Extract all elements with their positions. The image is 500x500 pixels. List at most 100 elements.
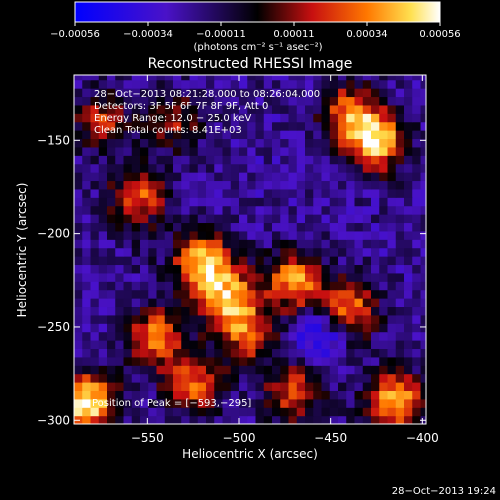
heatmap-cell (338, 205, 347, 215)
heatmap-cell (313, 281, 323, 291)
heatmap-cell (148, 113, 158, 123)
heatmap-cell (387, 373, 397, 383)
heatmap-cell (305, 113, 314, 123)
heatmap-cell (247, 314, 257, 324)
heatmap-cell (131, 365, 141, 375)
heatmap-cell (354, 230, 364, 240)
heatmap-cell (74, 356, 83, 366)
heatmap-cell (131, 289, 141, 299)
heatmap-cell (131, 163, 141, 173)
heatmap-cell (362, 272, 372, 282)
heatmap-cell (371, 163, 380, 173)
heatmap-cell (156, 340, 166, 350)
heatmap-cell (123, 272, 133, 282)
heatmap-cell (313, 88, 323, 98)
heatmap-cell (420, 398, 426, 408)
heatmap-cell (362, 172, 372, 182)
heatmap-cell (90, 113, 100, 123)
heatmap-cell (230, 331, 240, 341)
heatmap-cell (189, 180, 199, 190)
heatmap-cell (412, 180, 422, 190)
heatmap-cell (354, 340, 364, 350)
heatmap-cell (82, 104, 92, 114)
heatmap-cell (420, 373, 426, 383)
heatmap-cell (74, 398, 83, 408)
heatmap-cell (321, 230, 331, 240)
heatmap-cell (272, 121, 281, 131)
heatmap-cell (173, 398, 182, 408)
heatmap-cell (148, 180, 158, 190)
heatmap-cell (239, 348, 248, 358)
heatmap-cell (140, 247, 149, 257)
heatmap-cell (173, 121, 182, 131)
heatmap-cell (313, 155, 323, 165)
heatmap-cell (156, 130, 166, 140)
heatmap-cell (197, 172, 207, 182)
heatmap-cell (189, 306, 199, 316)
heatmap-cell (338, 188, 347, 198)
heatmap-cell (280, 180, 290, 190)
heatmap-cell (115, 298, 125, 308)
heatmap-cell (263, 356, 273, 366)
heatmap-cell (98, 197, 108, 207)
heatmap-cell (354, 214, 364, 224)
heatmap-cell (346, 331, 356, 341)
heatmap-cell (148, 88, 158, 98)
heatmap-cell (222, 272, 232, 282)
heatmap-cell (239, 197, 248, 207)
heatmap-cell (404, 340, 413, 350)
heatmap-cell (404, 96, 413, 106)
heatmap-cell (107, 146, 116, 156)
heatmap-cell (371, 323, 380, 333)
heatmap-cell (230, 323, 240, 333)
heatmap-cell (131, 188, 141, 198)
heatmap-cell (288, 331, 298, 341)
heatmap-cell (197, 239, 207, 249)
heatmap-cell (131, 172, 141, 182)
heatmap-cell (131, 230, 141, 240)
heatmap-cell (148, 390, 158, 400)
heatmap-cell (288, 247, 298, 257)
heatmap-cell (82, 356, 92, 366)
heatmap-cell (379, 281, 389, 291)
heatmap-cell (181, 348, 191, 358)
heatmap-cell (272, 88, 281, 98)
heatmap-cell (90, 155, 100, 165)
heatmap-cell (148, 130, 158, 140)
heatmap-cell (230, 104, 240, 114)
heatmap-cell (354, 314, 364, 324)
heatmap-cell (305, 306, 314, 316)
heatmap-cell (305, 298, 314, 308)
heatmap-cell (296, 407, 306, 417)
heatmap-cell (371, 79, 380, 89)
heatmap-cell (255, 407, 265, 417)
heatmap-cell (387, 130, 397, 140)
heatmap-cell (395, 138, 405, 148)
heatmap-cell (181, 390, 191, 400)
heatmap-cell (255, 348, 265, 358)
heatmap-cell (272, 104, 281, 114)
heatmap-cell (197, 289, 207, 299)
heatmap-cell (420, 197, 426, 207)
heatmap-cell (255, 239, 265, 249)
heatmap-cell (98, 188, 108, 198)
heatmap-cell (387, 247, 397, 257)
heatmap-cell (379, 373, 389, 383)
heatmap-cell (395, 407, 405, 417)
heatmap-cell (98, 104, 108, 114)
heatmap-cell (305, 75, 314, 81)
heatmap-cell (272, 281, 281, 291)
heatmap-cell (272, 130, 281, 140)
heatmap-cell (173, 130, 182, 140)
heatmap-cell (420, 138, 426, 148)
heatmap-cell (263, 256, 273, 266)
heatmap-cell (164, 88, 174, 98)
heatmap-cell (222, 289, 232, 299)
heatmap-cell (98, 264, 108, 274)
heatmap-cell (280, 331, 290, 341)
heatmap-cell (272, 340, 281, 350)
heatmap-cell (255, 247, 265, 257)
heatmap-cell (107, 373, 116, 383)
heatmap-cell (98, 298, 108, 308)
heatmap-cell (329, 348, 339, 358)
